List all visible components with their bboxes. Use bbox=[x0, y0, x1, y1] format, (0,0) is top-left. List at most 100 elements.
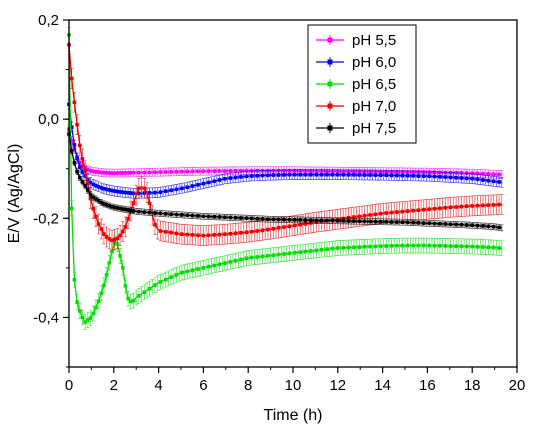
data-point bbox=[454, 244, 458, 248]
data-point bbox=[129, 208, 133, 213]
data-point bbox=[102, 187, 106, 191]
data-point bbox=[244, 174, 249, 179]
data-point bbox=[341, 219, 345, 223]
data-point bbox=[266, 217, 270, 221]
data-point bbox=[389, 210, 394, 215]
data-point bbox=[357, 219, 362, 223]
data-point bbox=[287, 172, 292, 177]
y-axis-title: E/V (Ag/AgCl) bbox=[6, 144, 23, 244]
data-point bbox=[491, 172, 496, 176]
data-point bbox=[341, 246, 345, 250]
data-point bbox=[207, 169, 211, 173]
data-point bbox=[405, 243, 410, 248]
data-point bbox=[481, 245, 485, 249]
data-point bbox=[131, 209, 136, 213]
data-point bbox=[368, 213, 372, 217]
data-point bbox=[96, 185, 101, 189]
data-point bbox=[362, 245, 367, 249]
data-point bbox=[276, 173, 281, 177]
data-point bbox=[411, 243, 415, 248]
data-point bbox=[319, 218, 324, 223]
data-point bbox=[185, 169, 190, 174]
data-point bbox=[118, 171, 122, 175]
data-point bbox=[96, 198, 101, 203]
data-point bbox=[384, 173, 388, 177]
data-point bbox=[255, 255, 259, 259]
data-point bbox=[72, 143, 77, 147]
data-point bbox=[255, 216, 259, 221]
data-point bbox=[491, 179, 496, 184]
data-point bbox=[190, 213, 195, 218]
data-point bbox=[454, 175, 458, 180]
data-point bbox=[131, 170, 136, 175]
data-point bbox=[164, 230, 168, 234]
data-point bbox=[196, 267, 200, 271]
data-point bbox=[107, 204, 112, 208]
data-point bbox=[69, 138, 74, 143]
data-point bbox=[164, 212, 168, 216]
series-ph-6-0 bbox=[67, 98, 504, 199]
legend-item: pH 7,0 bbox=[316, 98, 396, 115]
data-point bbox=[233, 231, 238, 236]
data-point bbox=[223, 177, 227, 181]
data-point bbox=[282, 225, 286, 229]
data-point bbox=[142, 210, 147, 214]
x-tick-label: 16 bbox=[419, 377, 436, 394]
data-point bbox=[153, 170, 157, 175]
legend-label: pH 6,0 bbox=[352, 54, 396, 71]
x-tick-label: 0 bbox=[65, 377, 73, 394]
data-point bbox=[357, 245, 362, 249]
data-point bbox=[244, 230, 249, 235]
data-point bbox=[395, 210, 399, 214]
data-point bbox=[250, 229, 254, 234]
data-point bbox=[422, 243, 426, 248]
data-point bbox=[104, 171, 109, 175]
data-point bbox=[86, 167, 90, 171]
data-point bbox=[314, 248, 319, 253]
data-point bbox=[169, 230, 173, 235]
data-point bbox=[362, 213, 367, 218]
data-point bbox=[102, 283, 106, 288]
data-point bbox=[201, 266, 206, 270]
legend-item: pH 7,5 bbox=[316, 120, 396, 137]
data-point bbox=[357, 173, 362, 177]
legend-label: pH 7,0 bbox=[352, 98, 396, 115]
data-point bbox=[352, 245, 356, 250]
data-point bbox=[118, 254, 122, 258]
data-point bbox=[153, 283, 157, 287]
data-point bbox=[129, 171, 133, 175]
data-point bbox=[228, 215, 233, 220]
series-layer bbox=[67, 27, 504, 330]
data-point bbox=[190, 233, 195, 237]
data-point bbox=[129, 191, 133, 195]
data-point bbox=[94, 170, 98, 174]
data-point bbox=[86, 181, 90, 186]
data-point bbox=[96, 222, 101, 226]
data-point bbox=[373, 244, 378, 249]
x-tick-label: 2 bbox=[110, 377, 118, 394]
data-point bbox=[107, 188, 112, 192]
data-point bbox=[142, 170, 147, 175]
data-point bbox=[88, 316, 93, 320]
data-point bbox=[454, 222, 458, 227]
data-point bbox=[112, 189, 117, 193]
data-point bbox=[303, 249, 308, 254]
data-point bbox=[112, 237, 117, 242]
data-point bbox=[481, 224, 485, 228]
data-point bbox=[255, 174, 259, 178]
data-point bbox=[88, 196, 93, 201]
data-point bbox=[207, 233, 211, 238]
data-point bbox=[233, 169, 238, 173]
data-point bbox=[91, 311, 95, 316]
data-point bbox=[107, 261, 112, 265]
data-point bbox=[309, 218, 313, 222]
data-point bbox=[107, 237, 112, 241]
data-point bbox=[384, 211, 388, 215]
data-point bbox=[427, 243, 431, 248]
data-point bbox=[153, 190, 157, 195]
data-point bbox=[126, 171, 130, 175]
data-point bbox=[115, 236, 120, 241]
data-point bbox=[69, 206, 74, 211]
data-point bbox=[276, 217, 281, 222]
